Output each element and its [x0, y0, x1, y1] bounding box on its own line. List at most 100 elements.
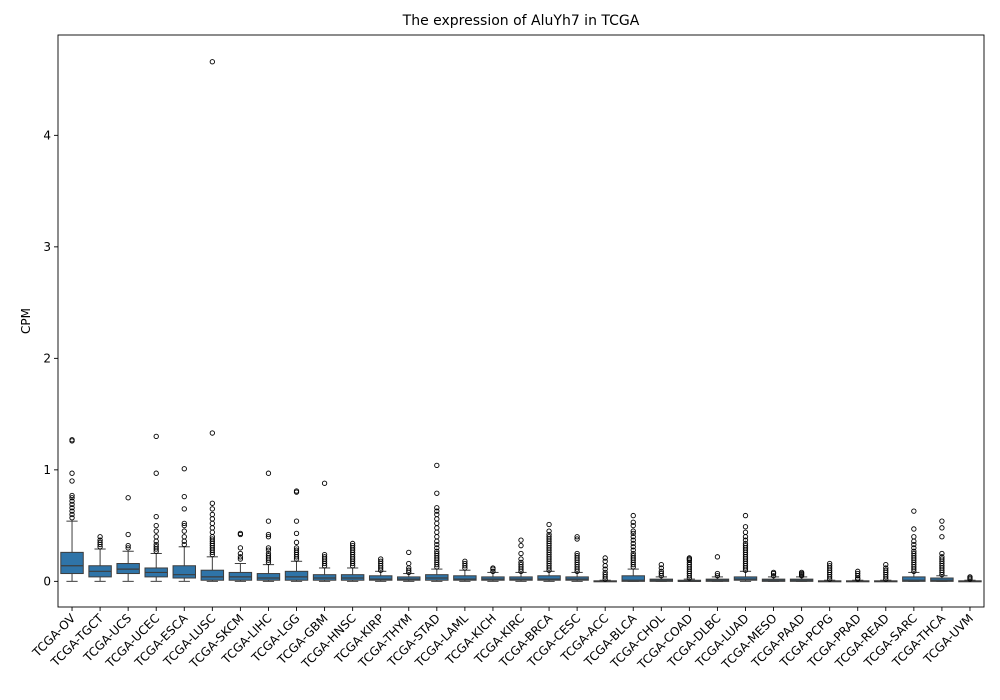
outlier-point — [434, 541, 440, 548]
outlier-point — [911, 541, 917, 548]
outlier-point — [518, 550, 524, 557]
outlier-point — [883, 561, 889, 568]
box-tcga-acc — [593, 555, 617, 583]
outlier-point — [518, 543, 524, 549]
outlier-point — [911, 545, 917, 551]
box-tcga-gbm — [312, 480, 337, 582]
box-tcga-meso — [761, 569, 786, 582]
outlier-point — [855, 568, 861, 574]
outlier-point — [490, 565, 496, 571]
outlier-point — [265, 518, 272, 524]
outlier-point — [686, 555, 693, 561]
outlier-point — [209, 511, 215, 518]
iqr-box — [284, 570, 309, 581]
outlier-point — [265, 531, 272, 538]
outlier-point — [209, 500, 215, 506]
outlier-point — [125, 495, 131, 501]
outlier-point — [714, 554, 721, 560]
outlier-point — [378, 558, 384, 564]
outlier-point — [265, 545, 272, 551]
iqr-box — [256, 573, 281, 581]
outlier-point — [265, 534, 272, 540]
box-tcga-hnsc — [340, 540, 365, 582]
outlier-point — [237, 556, 244, 562]
box-tcga-prad — [846, 568, 870, 583]
outlier-point — [798, 569, 805, 576]
outlier-point — [434, 508, 440, 514]
outlier-point — [209, 506, 215, 512]
y-axis-label: CPM — [19, 308, 33, 334]
outlier-point — [321, 554, 328, 560]
outlier-point — [546, 521, 552, 528]
outlier-point — [827, 560, 833, 567]
iqr-box — [537, 575, 561, 581]
outlier-point — [574, 534, 580, 540]
box-tcga-lihc — [256, 470, 281, 582]
outlier-point — [69, 495, 75, 501]
outlier-point — [630, 550, 636, 557]
outlier-point — [406, 567, 412, 573]
outlier-point — [321, 480, 328, 486]
outlier-point — [939, 556, 945, 562]
y-tick-label: 2 — [43, 351, 51, 365]
box-tcga-thym — [397, 549, 421, 582]
outlier-point — [434, 490, 440, 496]
box-tcga-kich — [481, 565, 505, 582]
outlier-point — [237, 554, 244, 560]
outlier-point — [714, 573, 721, 579]
outlier-point — [153, 433, 159, 440]
outlier-point — [125, 543, 131, 549]
y-tick-label: 3 — [43, 240, 51, 254]
y-tick-label: 4 — [43, 128, 51, 142]
outlier-point — [911, 526, 917, 532]
outlier-point — [69, 470, 75, 476]
outlier-point — [462, 558, 468, 564]
outlier-point — [490, 568, 496, 574]
outlier-point — [518, 559, 524, 566]
outlier-point — [181, 520, 187, 527]
chart-title: The expression of AluYh7 in TCGA — [402, 13, 640, 29]
outlier-point — [434, 548, 440, 554]
outlier-point — [153, 544, 159, 550]
outlier-point — [658, 561, 664, 568]
outlier-point — [742, 540, 749, 547]
box-tcga-tgct — [88, 534, 112, 582]
outlier-point — [181, 506, 187, 512]
outlier-point — [293, 530, 300, 537]
outlier-point — [181, 493, 187, 500]
box-tcga-lgg — [284, 488, 309, 582]
outlier-point — [265, 470, 272, 476]
outlier-point — [939, 518, 945, 524]
outlier-point — [434, 550, 440, 557]
outlier-point — [939, 550, 945, 557]
outlier-point — [349, 543, 356, 549]
outlier-point — [742, 543, 749, 549]
outlier-point — [939, 554, 945, 560]
box-tcga-stad — [425, 462, 449, 582]
outlier-point — [630, 519, 636, 525]
outlier-point — [97, 537, 103, 543]
iqr-box — [621, 575, 645, 582]
outlier-point — [546, 531, 552, 538]
outlier-point — [630, 553, 636, 559]
outlier-point — [658, 565, 664, 571]
box-tcga-dlbc — [705, 554, 730, 582]
outlier-point — [209, 536, 215, 542]
box-tcga-ucs — [116, 495, 140, 582]
iqr-box — [200, 569, 225, 581]
outlier-point — [265, 550, 272, 557]
outlier-point — [293, 545, 300, 551]
outlier-point — [293, 488, 300, 494]
outlier-point — [574, 553, 580, 559]
iqr-box — [902, 576, 926, 582]
plot-background — [58, 35, 984, 607]
outlier-point — [434, 545, 440, 551]
outlier-point — [883, 567, 889, 573]
outlier-point — [602, 555, 608, 561]
outlier-point — [742, 537, 749, 543]
outlier-point — [546, 528, 552, 534]
outlier-point — [630, 512, 636, 519]
outlier-point — [237, 550, 244, 557]
outlier-point — [153, 534, 159, 540]
